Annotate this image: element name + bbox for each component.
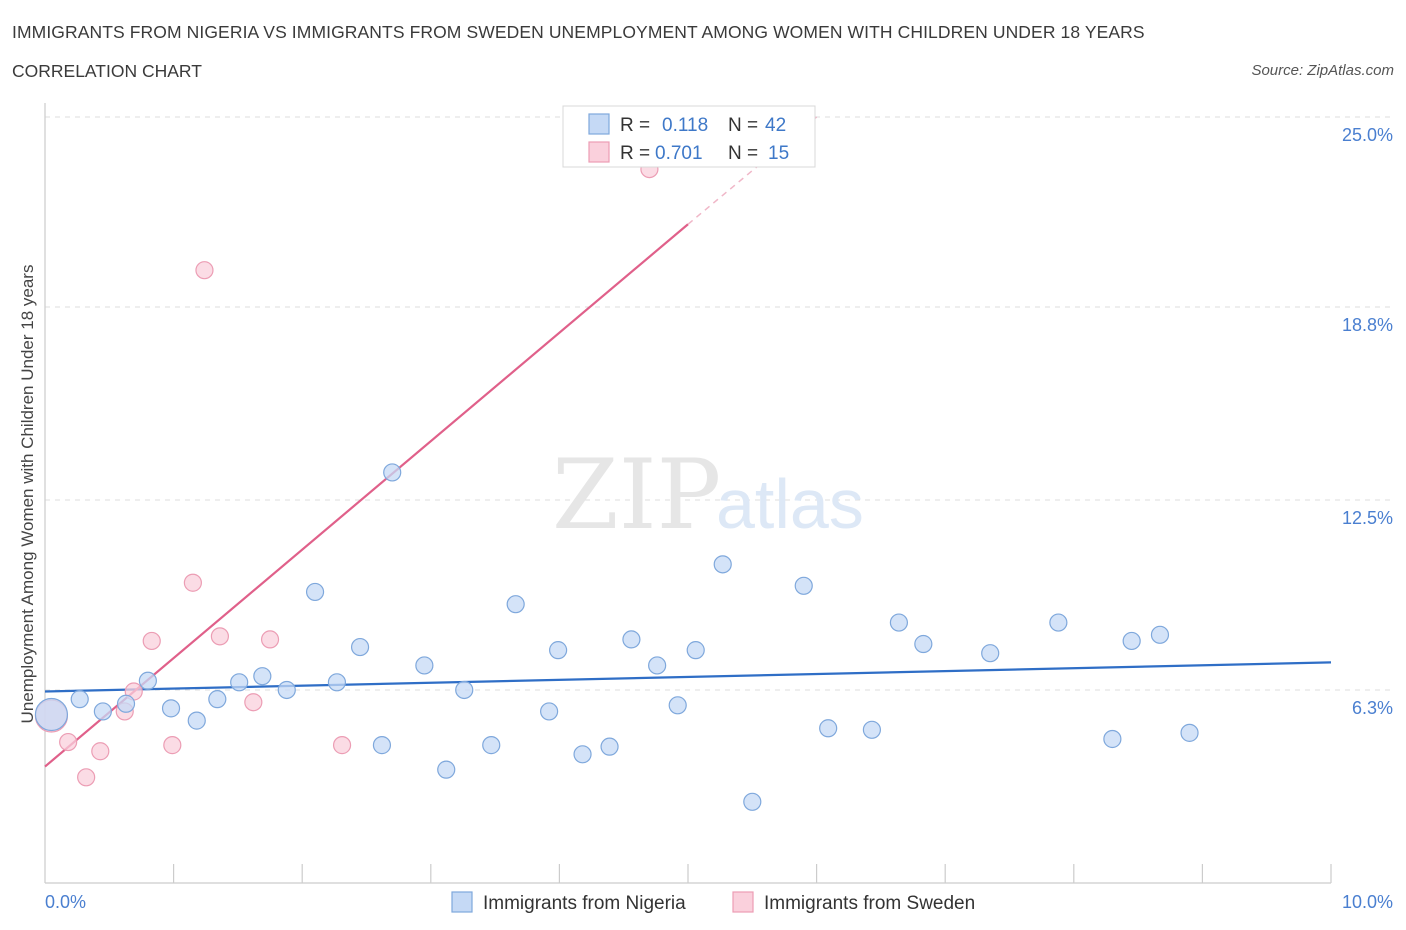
- data-point-nigeria: [862, 720, 881, 739]
- bottom-legend-swatch-nigeria: [451, 891, 473, 913]
- legend-box: R = 0.118 N = 42 R = 0.701 N = 15: [562, 105, 816, 168]
- bottom-legend-label-sweden: Immigrants from Sweden: [764, 893, 975, 914]
- legend-swatch-sweden: [588, 141, 610, 163]
- data-point-nigeria: [138, 671, 157, 690]
- y-tick-labels: 6.3% 12.5% 18.8% 25.0%: [1342, 125, 1393, 718]
- bottom-legend: Immigrants from Nigeria Immigrants from …: [451, 891, 975, 914]
- data-point-nigeria: [383, 463, 402, 482]
- legend-n-value-sweden: 15: [768, 143, 789, 164]
- watermark-zip: ZIP: [552, 439, 721, 551]
- data-point-nigeria: [230, 673, 249, 692]
- bottom-legend-label-nigeria: Immigrants from Nigeria: [483, 893, 686, 914]
- chart-title: IMMIGRANTS FROM NIGERIA VS IMMIGRANTS FR…: [12, 22, 1145, 42]
- data-point-sweden: [142, 631, 161, 651]
- data-point-nigeria: [161, 699, 181, 718]
- data-point-nigeria: [713, 555, 732, 574]
- data-point-nigeria: [743, 792, 762, 811]
- data-point-nigeria: [277, 680, 296, 700]
- data-point-sweden: [183, 573, 202, 592]
- data-point-nigeria: [1049, 613, 1068, 632]
- data-point-nigeria: [415, 656, 434, 675]
- data-point-nigeria: [981, 644, 1000, 663]
- watermark: ZIP atlas: [552, 439, 864, 551]
- data-point-nigeria: [208, 690, 227, 709]
- data-point-nigeria: [305, 582, 325, 602]
- data-point-nigeria: [549, 641, 568, 660]
- data-point-nigeria: [819, 719, 838, 738]
- data-point-nigeria: [93, 702, 112, 721]
- y-tick-label: 25.0%: [1342, 125, 1393, 145]
- data-point-nigeria: [437, 760, 456, 779]
- data-point-sweden: [210, 627, 229, 646]
- data-point-nigeria: [34, 697, 69, 732]
- data-point-nigeria: [1122, 631, 1141, 651]
- trend-line-nigeria: [44, 661, 1332, 693]
- data-point-nigeria: [506, 595, 525, 614]
- data-point-nigeria: [889, 613, 909, 632]
- data-point-nigeria: [648, 656, 667, 675]
- series-nigeria-points: [34, 463, 1199, 811]
- gridlines: [45, 116, 1393, 691]
- trend-line-sweden-extension: [687, 116, 818, 225]
- y-tick-label: 18.8%: [1342, 315, 1393, 335]
- data-point-nigeria: [482, 736, 501, 755]
- legend-n-label-nigeria: N =: [728, 115, 758, 136]
- data-point-nigeria: [540, 702, 559, 721]
- data-point-nigeria: [350, 637, 370, 657]
- watermark-atlas: atlas: [716, 465, 864, 543]
- data-point-nigeria: [668, 696, 687, 715]
- data-point-sweden: [244, 693, 263, 712]
- data-point-nigeria: [1103, 729, 1122, 749]
- data-point-nigeria: [622, 630, 641, 649]
- data-point-nigeria: [600, 737, 619, 756]
- legend-r-label-nigeria: R =: [620, 115, 650, 136]
- data-point-nigeria: [794, 576, 813, 595]
- data-point-nigeria: [70, 690, 89, 709]
- bottom-legend-swatch-sweden: [732, 891, 754, 913]
- y-tick-label: 12.5%: [1342, 508, 1393, 528]
- data-point-nigeria: [116, 694, 136, 713]
- data-point-nigeria: [573, 745, 592, 764]
- x-tick-label-max: 10.0%: [1342, 892, 1393, 912]
- legend-n-value-nigeria: 42: [765, 115, 786, 136]
- legend-r-value-sweden: 0.701: [655, 143, 703, 164]
- legend-r-label-sweden: R =: [620, 143, 650, 164]
- data-point-sweden: [77, 768, 96, 787]
- data-point-nigeria: [1180, 723, 1199, 742]
- data-point-sweden: [59, 732, 78, 752]
- data-point-nigeria: [455, 680, 474, 700]
- data-point-sweden: [195, 261, 214, 280]
- data-point-nigeria: [1150, 625, 1170, 644]
- chart-subtitle: CORRELATION CHART: [12, 61, 202, 81]
- data-point-nigeria: [914, 634, 933, 654]
- data-point-sweden: [260, 630, 280, 649]
- data-point-sweden: [163, 736, 182, 755]
- data-point-nigeria: [372, 736, 392, 755]
- data-point-nigeria: [327, 673, 347, 692]
- source-label: Source: ZipAtlas.com: [1251, 62, 1394, 79]
- x-tick-label-min: 0.0%: [45, 892, 86, 912]
- data-point-sweden: [332, 736, 352, 755]
- data-point-nigeria: [253, 667, 272, 686]
- y-axis-label: Unemployment Among Women with Children U…: [18, 265, 37, 724]
- data-point-nigeria: [686, 641, 705, 660]
- legend-r-value-nigeria: 0.118: [662, 115, 708, 136]
- y-tick-label: 6.3%: [1352, 698, 1393, 718]
- data-point-sweden: [91, 742, 110, 761]
- legend-swatch-nigeria: [588, 113, 610, 135]
- x-ticks: [173, 864, 1332, 883]
- legend-n-label-sweden: N =: [728, 143, 758, 164]
- data-point-nigeria: [187, 711, 206, 730]
